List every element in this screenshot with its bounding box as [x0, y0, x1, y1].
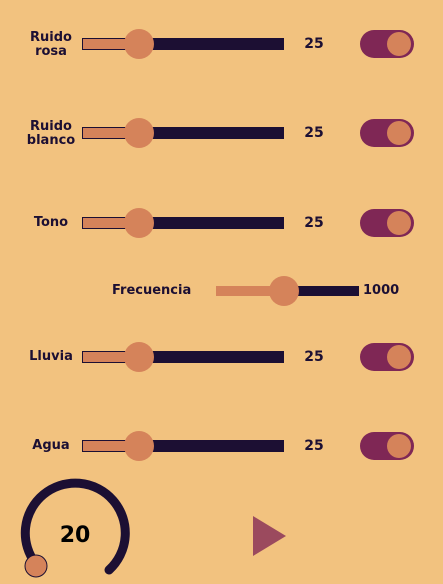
toggle-ruido-blanco[interactable]: [360, 119, 414, 147]
volume-slider-ruido-blanco[interactable]: [82, 118, 284, 148]
frequency-label: Frecuencia: [112, 283, 192, 298]
slider-fill: [216, 286, 284, 296]
play-button[interactable]: [250, 514, 290, 558]
volume-slider-agua[interactable]: [82, 431, 284, 461]
volume-value: 25: [304, 125, 324, 141]
sound-row-ruido-rosa: Ruido rosa 25: [0, 24, 443, 64]
volume-slider-lluvia[interactable]: [82, 342, 284, 372]
volume-slider-tono[interactable]: [82, 208, 284, 238]
volume-value: 25: [304, 438, 324, 454]
timer-value: 20: [59, 523, 91, 548]
frequency-slider[interactable]: [216, 276, 359, 306]
toggle-knob: [387, 345, 411, 369]
toggle-tono[interactable]: [360, 209, 414, 237]
volume-value: 25: [304, 36, 324, 52]
sound-row-lluvia: Lluvia 25: [0, 337, 443, 377]
sound-label: Ruido rosa: [30, 30, 72, 59]
toggle-knob: [387, 434, 411, 458]
sound-row-ruido-blanco: Ruido blanco 25: [0, 113, 443, 153]
sound-label: Tono: [33, 215, 69, 230]
slider-thumb[interactable]: [124, 342, 154, 372]
volume-value: 25: [304, 349, 324, 365]
timer-arc: [20, 478, 130, 578]
toggle-lluvia[interactable]: [360, 343, 414, 371]
sound-label: Agua: [32, 438, 70, 453]
toggle-ruido-rosa[interactable]: [360, 30, 414, 58]
slider-thumb[interactable]: [124, 29, 154, 59]
timer-arc-track: [20, 478, 130, 575]
frequency-value: 1000: [363, 283, 400, 298]
volume-slider-ruido-rosa[interactable]: [82, 29, 284, 59]
slider-thumb[interactable]: [124, 118, 154, 148]
frequency-row: Frecuencia 1000: [0, 272, 443, 308]
slider-thumb[interactable]: [124, 431, 154, 461]
play-icon: [253, 516, 286, 556]
toggle-agua[interactable]: [360, 432, 414, 460]
timer-knob[interactable]: [24, 554, 48, 578]
volume-value: 25: [304, 215, 324, 231]
sound-label: Lluvia: [29, 349, 73, 364]
sound-label: Ruido blanco: [26, 119, 76, 148]
toggle-knob: [387, 211, 411, 235]
timer-dial[interactable]: 20: [16, 478, 134, 580]
slider-thumb[interactable]: [269, 276, 299, 306]
toggle-knob: [387, 121, 411, 145]
sound-row-agua: Agua 25: [0, 426, 443, 466]
slider-thumb[interactable]: [124, 208, 154, 238]
sound-row-tono: Tono 25: [0, 203, 443, 243]
toggle-knob: [387, 32, 411, 56]
